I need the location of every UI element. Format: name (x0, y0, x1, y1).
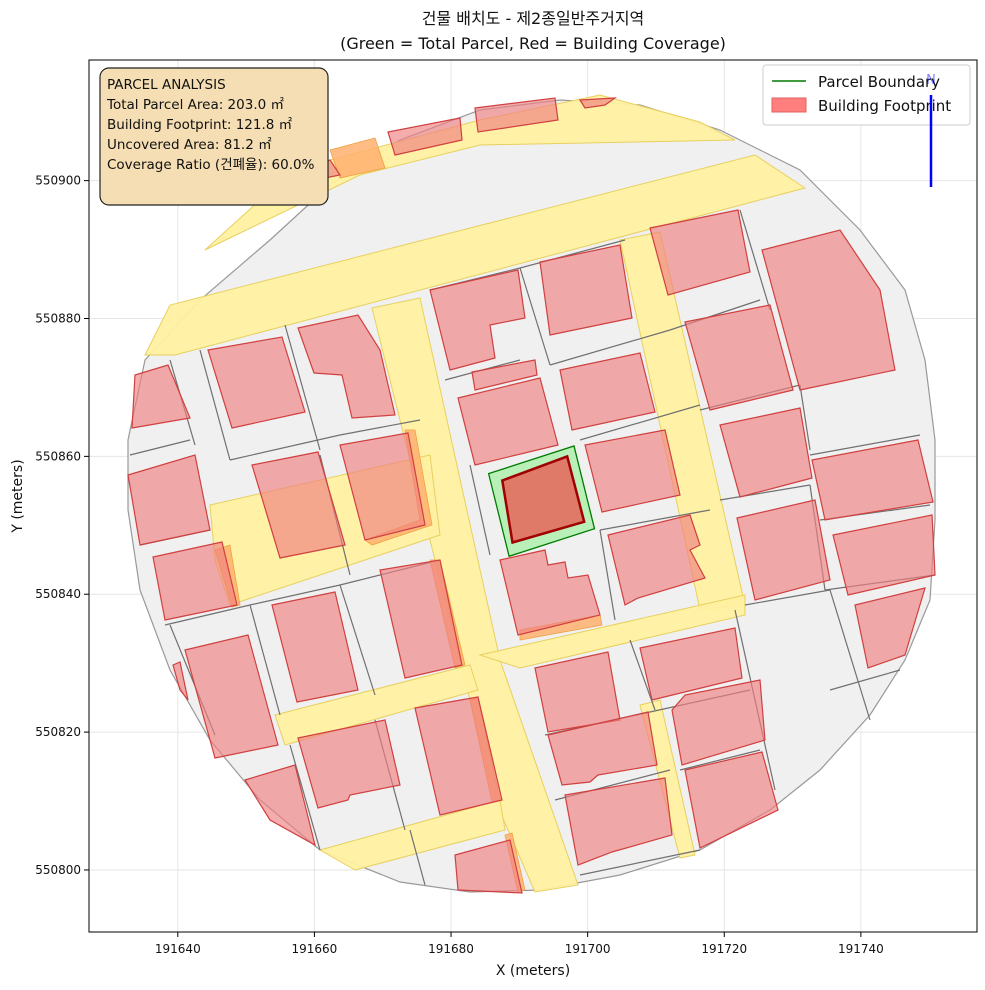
legend: Parcel Boundary Building Footprint (762, 64, 971, 126)
legend-label-parcel: Parcel Boundary (818, 73, 940, 91)
x-tick-label: 191680 (428, 942, 474, 956)
chart-title: 건물 배치도 - 제2종일반주거지역 (422, 9, 645, 28)
x-tick-label: 191740 (838, 942, 884, 956)
building-footprint (271, 591, 359, 703)
y-tick-label: 550820 (35, 725, 81, 739)
y-ticks: 550800 550820 550840 550860 550880 550900 (35, 174, 89, 877)
building-footprint (539, 244, 633, 336)
building-footprint (649, 209, 751, 296)
analysis-heading: PARCEL ANALYSIS (107, 77, 226, 93)
y-tick-label: 550880 (35, 311, 81, 325)
legend-label-building: Building Footprint (818, 97, 951, 115)
building-footprint (339, 432, 426, 541)
building-footprint (564, 777, 673, 866)
legend-patch-swatch (771, 97, 807, 113)
y-tick-label: 550860 (35, 449, 81, 463)
building-footprint (454, 839, 523, 894)
chart-subtitle: (Green = Total Parcel, Red = Building Co… (340, 34, 726, 53)
analysis-coverage-ratio: Coverage Ratio (건폐율): 60.0% (107, 157, 315, 173)
building-footprint (811, 439, 934, 521)
y-tick-label: 550840 (35, 587, 81, 601)
building-footprint (131, 364, 191, 429)
special-area-north (329, 137, 386, 179)
y-tick-label: 550800 (35, 863, 81, 877)
building-footprint (127, 454, 211, 546)
x-tick-label: 191660 (292, 942, 338, 956)
analysis-box-background (99, 67, 329, 206)
building-footprint (832, 514, 936, 596)
road-sw-horizontal (274, 664, 479, 746)
building-footprint (429, 269, 526, 371)
x-tick-label: 191640 (155, 942, 201, 956)
y-tick-label: 550900 (35, 174, 81, 188)
building-footprint (297, 314, 396, 419)
building-footprint (761, 229, 896, 391)
building-footprint (854, 587, 926, 669)
building-footprint (547, 711, 658, 786)
building-footprint (297, 719, 401, 809)
building-footprint (251, 451, 346, 559)
building-footprint (457, 377, 559, 466)
building-footprint (379, 559, 463, 679)
road-south-horizontal (318, 799, 506, 871)
x-ticks: 191640 191660 191680 191700 191720 191740 (155, 932, 884, 956)
buildings (127, 97, 936, 894)
road-north-diagonal (144, 154, 807, 356)
analysis-box: PARCEL ANALYSIS Total Parcel Area: 203.0… (99, 67, 329, 206)
analysis-total-area: Total Parcel Area: 203.0 ㎡ (106, 97, 284, 113)
x-tick-label: 191720 (701, 942, 747, 956)
x-axis-label: X (meters) (496, 963, 570, 979)
building-footprint (471, 359, 538, 391)
building-footprint (607, 514, 706, 606)
building-footprint (152, 541, 238, 621)
analysis-uncovered-area: Uncovered Area: 81.2 ㎡ (107, 137, 272, 153)
north-arrow: N (926, 73, 936, 187)
building-footprint (207, 336, 306, 429)
legend-background (762, 64, 971, 126)
building-footprint (172, 661, 189, 701)
building-footprint (684, 304, 794, 411)
building-footprint (387, 117, 463, 156)
building-footprint (736, 499, 831, 601)
building-footprint (474, 97, 559, 133)
building-footprint (559, 352, 656, 431)
axes-frame (88, 59, 978, 933)
x-tick-label: 191700 (565, 942, 611, 956)
analysis-building-footprint: Building Footprint: 121.8 ㎡ (107, 117, 293, 133)
building-footprint (184, 634, 279, 759)
building-footprint (578, 97, 618, 109)
building-footprint (244, 764, 316, 847)
building-footprint (719, 407, 813, 498)
building-footprint (414, 696, 503, 816)
road-lower-horizontal (478, 594, 746, 669)
building-footprint (584, 429, 681, 513)
target-building (500, 454, 586, 545)
building-footprint (499, 549, 601, 636)
building-footprint (684, 751, 779, 849)
y-axis-label: Y (meters) (10, 459, 26, 533)
building-footprint (671, 679, 766, 766)
north-arrow-label: N (926, 73, 936, 88)
building-footprint (639, 627, 743, 701)
